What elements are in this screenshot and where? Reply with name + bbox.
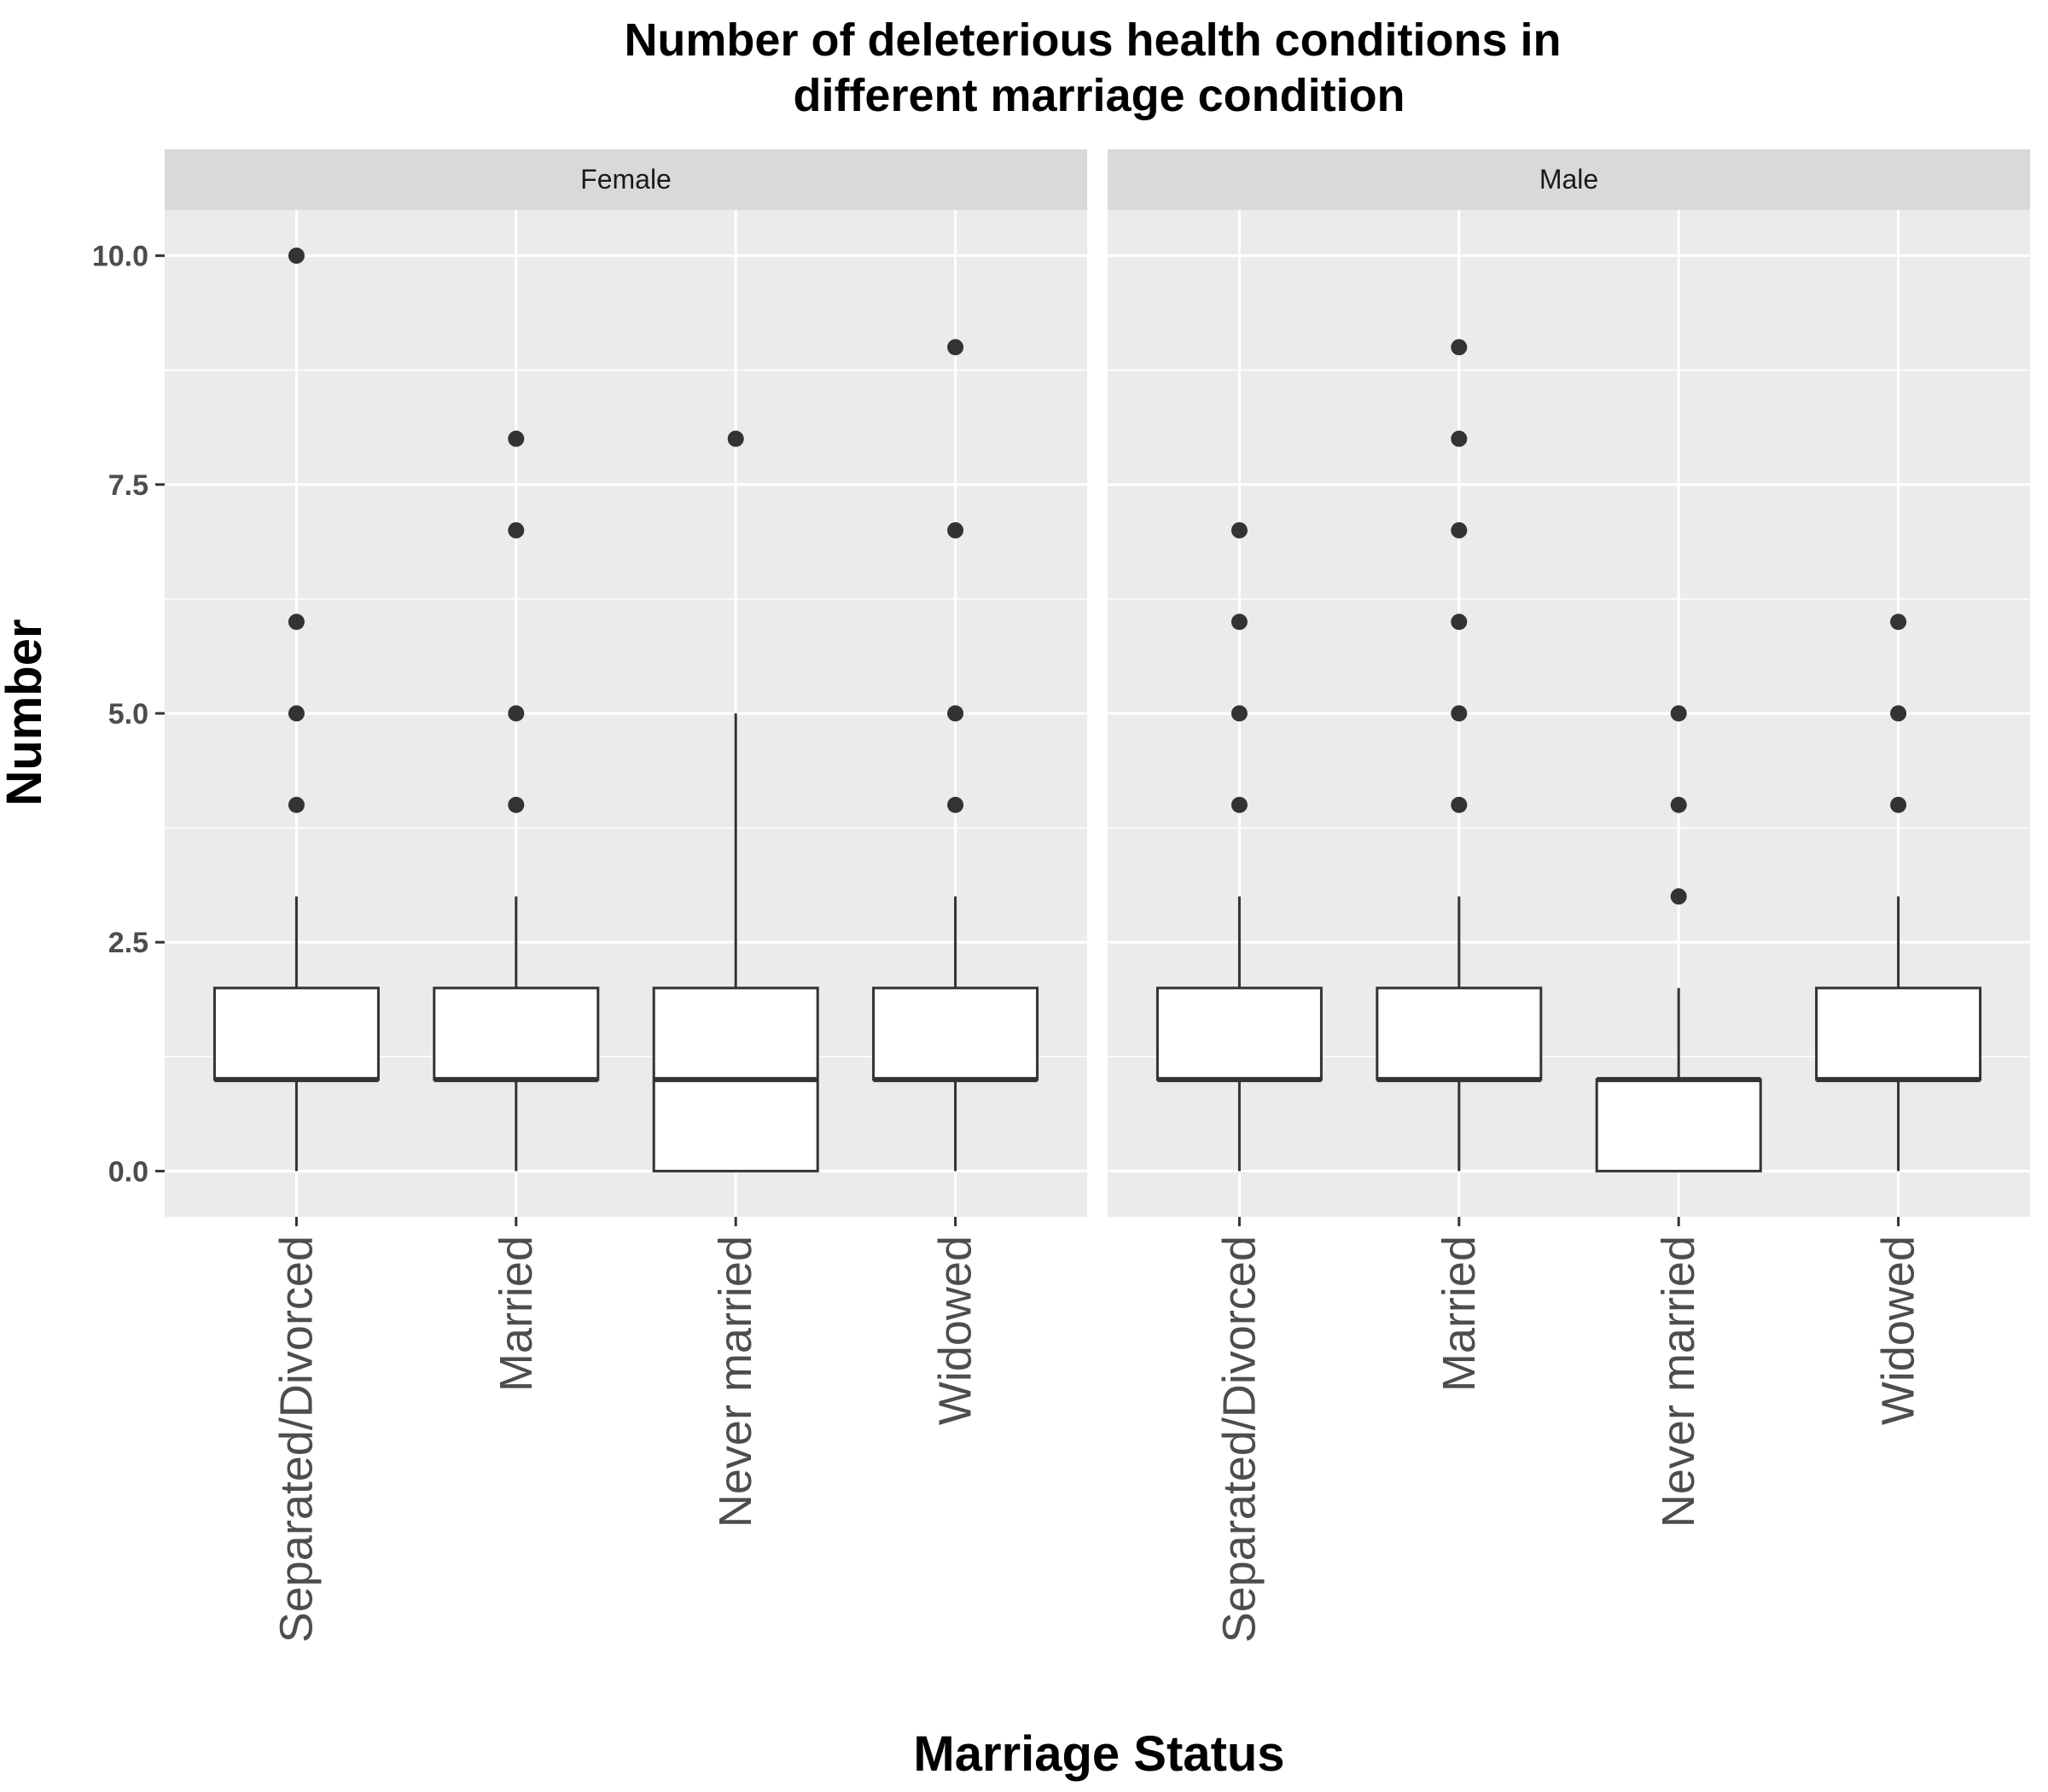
box xyxy=(433,986,600,1081)
outlier-point xyxy=(288,796,305,813)
plot-area: Female Separated/Divorced Married Never mar… xyxy=(92,149,2030,1643)
outlier-point xyxy=(947,796,964,813)
x-tick-label: Never married xyxy=(1653,1236,1704,1527)
x-tick-label: Widowed xyxy=(930,1236,981,1425)
outlier-point xyxy=(1231,796,1248,813)
y-tick-label: 7.5 xyxy=(108,469,148,502)
y-tick-label: 10.0 xyxy=(92,241,148,273)
y-tick-label: 0.0 xyxy=(108,1155,148,1188)
box xyxy=(212,986,380,1081)
outlier-point xyxy=(1451,521,1468,538)
outlier-point xyxy=(947,705,964,722)
outlier-point xyxy=(1451,705,1468,722)
x-tick-label: Married xyxy=(1434,1236,1485,1392)
outlier-point xyxy=(508,521,525,538)
x-axis-title: Marriage Status xyxy=(913,1726,1284,1782)
outlier-point xyxy=(508,430,525,447)
box xyxy=(1155,986,1323,1081)
chart-title-line-2: different marriage condition xyxy=(793,70,1405,121)
box xyxy=(872,986,1039,1081)
outlier-point xyxy=(727,430,744,447)
outlier-point xyxy=(947,339,964,356)
outlier-point xyxy=(1451,430,1468,447)
outlier-point xyxy=(1451,796,1468,813)
x-tick-label: Never married xyxy=(710,1236,761,1527)
x-tick-label: Widowed xyxy=(1873,1236,1924,1425)
outlier-point xyxy=(288,705,305,722)
outlier-point xyxy=(1890,705,1907,722)
outlier-point xyxy=(1231,521,1248,538)
outlier-point xyxy=(288,247,305,265)
facet-label: Male xyxy=(1539,164,1598,195)
outlier-point xyxy=(1451,614,1468,631)
chart-title-line-1: Number of deleterious health conditions … xyxy=(624,15,1561,66)
facet-strip xyxy=(165,149,1087,210)
outlier-point xyxy=(1890,614,1907,631)
y-tick-label: 5.0 xyxy=(108,698,148,730)
facet-label: Female xyxy=(580,164,672,195)
outlier-point xyxy=(1451,339,1468,356)
outlier-point xyxy=(1670,796,1687,813)
box xyxy=(1376,986,1543,1081)
outlier-point xyxy=(1231,614,1248,631)
chart-title: Number of deleterious health conditions … xyxy=(624,15,1574,121)
y-axis-title: Number xyxy=(0,619,52,806)
outlier-point xyxy=(947,521,964,538)
facet-strip xyxy=(1108,149,2030,210)
outlier-point xyxy=(1670,705,1687,722)
outlier-point xyxy=(508,796,525,813)
x-tick-label: Separated/Divorced xyxy=(271,1236,322,1643)
outlier-point xyxy=(1670,888,1687,905)
outlier-point xyxy=(508,705,525,722)
box xyxy=(1595,1078,1762,1172)
outlier-point xyxy=(288,614,305,631)
y-tick-label: 2.5 xyxy=(108,927,148,959)
x-tick-label: Separated/Divorced xyxy=(1213,1236,1265,1643)
outlier-point xyxy=(1231,705,1248,722)
box xyxy=(1815,986,1982,1081)
x-tick-label: Married xyxy=(491,1236,542,1392)
outlier-point xyxy=(1890,796,1907,813)
